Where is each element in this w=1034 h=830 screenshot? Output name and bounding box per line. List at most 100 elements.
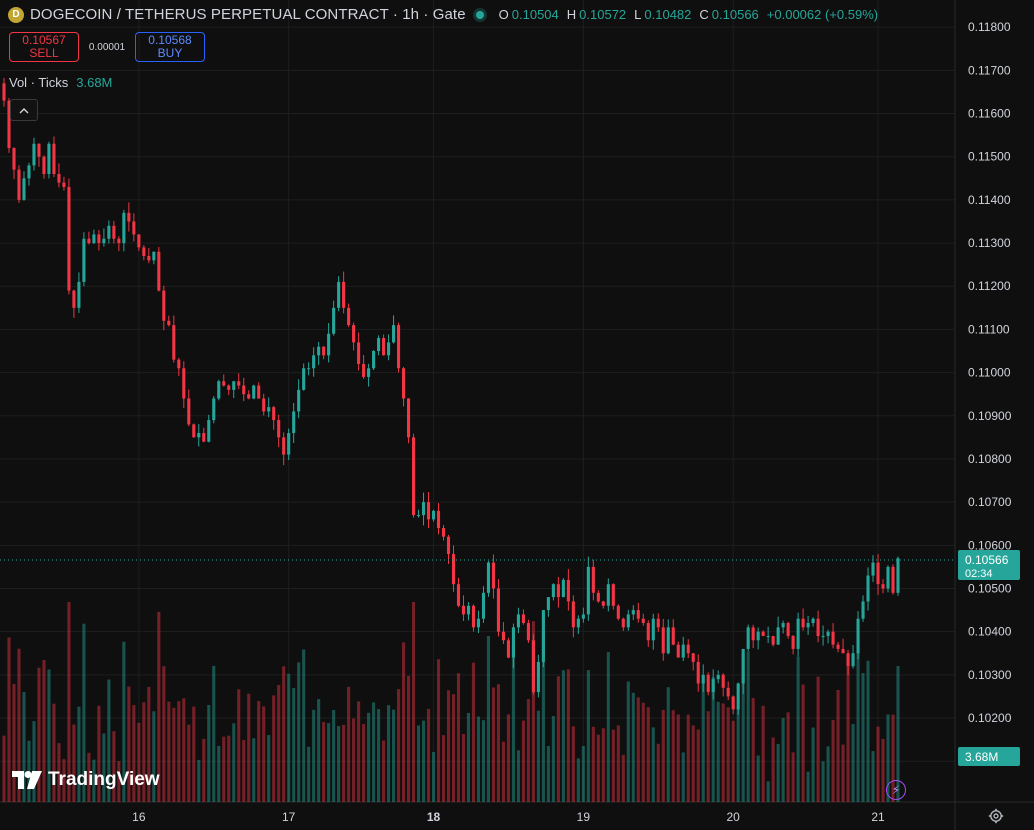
sell-label: SELL <box>29 46 59 60</box>
symbol-title[interactable]: DOGECOIN / TETHERUS PERPETUAL CONTRACT ·… <box>30 6 466 23</box>
volume-bar <box>367 712 371 802</box>
volume-bar <box>741 653 745 802</box>
price-tick-label: 0.10300 <box>968 668 1012 682</box>
candle-body <box>881 584 885 589</box>
sell-button[interactable]: 0.10567 SELL <box>9 32 79 62</box>
volume-bar <box>536 710 540 802</box>
buy-button[interactable]: 0.10568 BUY <box>135 32 205 62</box>
candle-body <box>382 338 386 356</box>
candle-body <box>526 623 530 641</box>
volume-bar <box>411 602 416 802</box>
candle-body <box>801 618 805 628</box>
candle-body <box>746 627 750 649</box>
last-volume-badge <box>958 747 1020 766</box>
volume-bar <box>881 738 885 802</box>
candle-body <box>556 584 560 598</box>
candle-body <box>317 346 321 356</box>
candle-body <box>257 385 261 399</box>
price-candles <box>2 78 900 716</box>
candle-body <box>182 368 186 399</box>
volume-bar <box>586 670 590 802</box>
candle-body <box>42 156 46 174</box>
candle-body <box>112 225 116 239</box>
volume-bar <box>511 645 515 802</box>
candle-body <box>222 381 226 386</box>
volume-bar <box>781 718 785 802</box>
candle-body <box>571 601 575 628</box>
volume-bar <box>521 720 525 802</box>
candle-body <box>127 212 131 222</box>
candle-body <box>851 653 855 667</box>
volume-bar <box>681 752 685 802</box>
volume-bar <box>506 714 510 802</box>
candle-body <box>616 605 620 619</box>
candle-body <box>651 618 655 641</box>
volume-bar <box>137 722 141 802</box>
candle-body <box>102 238 106 244</box>
volume-bar <box>621 754 625 802</box>
price-tick-label: 0.11100 <box>968 322 1010 336</box>
volume-bar <box>451 694 456 802</box>
volume-label: Vol · Ticks <box>9 75 69 90</box>
volume-bar <box>372 702 376 802</box>
candle-body <box>352 325 356 343</box>
candle-body <box>312 355 316 369</box>
volume-bar <box>337 726 341 802</box>
candle-body <box>357 342 361 364</box>
open-value: 0.10504 <box>511 7 559 22</box>
candle-body <box>426 502 431 520</box>
collapse-legend-button[interactable] <box>10 99 38 121</box>
candle-body <box>362 363 366 377</box>
lightning-icon[interactable]: ⚡ <box>886 780 906 800</box>
candle-body <box>327 333 331 356</box>
volume-bar <box>406 675 411 802</box>
candle-body <box>397 325 401 369</box>
change-value: +0.00062 (+0.59%) <box>766 7 879 22</box>
trade-buttons: 0.10567 SELL 0.00001 0.10568 BUY <box>9 32 205 62</box>
volume-bar <box>581 746 585 802</box>
candle-body <box>611 584 615 606</box>
candle-body <box>756 631 760 641</box>
settings-gear-icon[interactable] <box>988 808 1004 824</box>
volume-bar <box>671 710 675 802</box>
volume-bar <box>72 724 76 802</box>
volume-bar <box>896 666 900 802</box>
tradingview-logo[interactable]: TradingView <box>12 769 160 791</box>
volume-legend[interactable]: Vol · Ticks 3.68M <box>9 75 112 90</box>
candle-body <box>147 256 151 261</box>
volume-bar <box>891 714 895 802</box>
volume-bar <box>187 724 191 802</box>
candle-body <box>441 528 446 537</box>
volume-bar <box>202 738 206 802</box>
volume-bar <box>357 701 361 802</box>
candle-countdown: 02:34 <box>965 568 993 580</box>
candle-body <box>342 281 346 308</box>
volume-bar <box>776 743 780 802</box>
candle-body <box>466 605 471 615</box>
candle-body <box>47 143 51 174</box>
volume-bar <box>786 712 790 802</box>
volume-bar <box>726 707 730 802</box>
candle-body <box>272 407 276 421</box>
candle-body <box>167 320 171 326</box>
volume-bar <box>446 690 451 802</box>
candle-body <box>861 601 865 619</box>
price-tick-label: 0.11600 <box>968 107 1011 121</box>
candle-body <box>791 635 795 649</box>
volume-bar <box>601 728 605 802</box>
volume-bar <box>791 752 795 802</box>
volume-bar <box>207 704 211 802</box>
candle-body <box>297 389 301 412</box>
candle-body <box>711 679 715 693</box>
volume-bar <box>851 723 855 802</box>
candle-body <box>22 178 26 200</box>
candle-body <box>62 182 66 187</box>
candle-body <box>771 635 775 645</box>
candle-body <box>481 592 486 619</box>
candle-body <box>631 610 635 615</box>
volume-bar <box>362 724 366 802</box>
chart-header: D DOGECOIN / TETHERUS PERPETUAL CONTRACT… <box>8 6 878 23</box>
volume-bar <box>661 709 665 802</box>
